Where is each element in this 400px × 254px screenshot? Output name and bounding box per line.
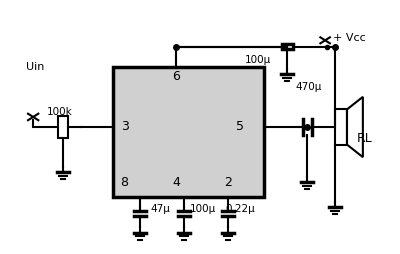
Text: 6: 6 — [172, 70, 180, 83]
Text: + Vcc: + Vcc — [333, 33, 366, 43]
Text: Uin: Uin — [26, 62, 44, 72]
Text: 8: 8 — [120, 176, 128, 189]
Text: 4: 4 — [172, 176, 180, 189]
Text: 100k: 100k — [47, 107, 73, 117]
Text: RL: RL — [357, 132, 373, 145]
Text: 47μ: 47μ — [150, 204, 170, 214]
Text: 100μ: 100μ — [190, 204, 216, 214]
Bar — [58, 116, 68, 138]
Text: 5: 5 — [236, 120, 244, 134]
Text: 2: 2 — [224, 176, 232, 189]
Bar — [335, 109, 347, 145]
Text: 100μ: 100μ — [244, 55, 271, 66]
Text: 470μ: 470μ — [295, 82, 322, 92]
Text: 3: 3 — [120, 120, 128, 134]
Text: 0,22μ: 0,22μ — [226, 204, 256, 214]
Bar — [113, 67, 264, 197]
